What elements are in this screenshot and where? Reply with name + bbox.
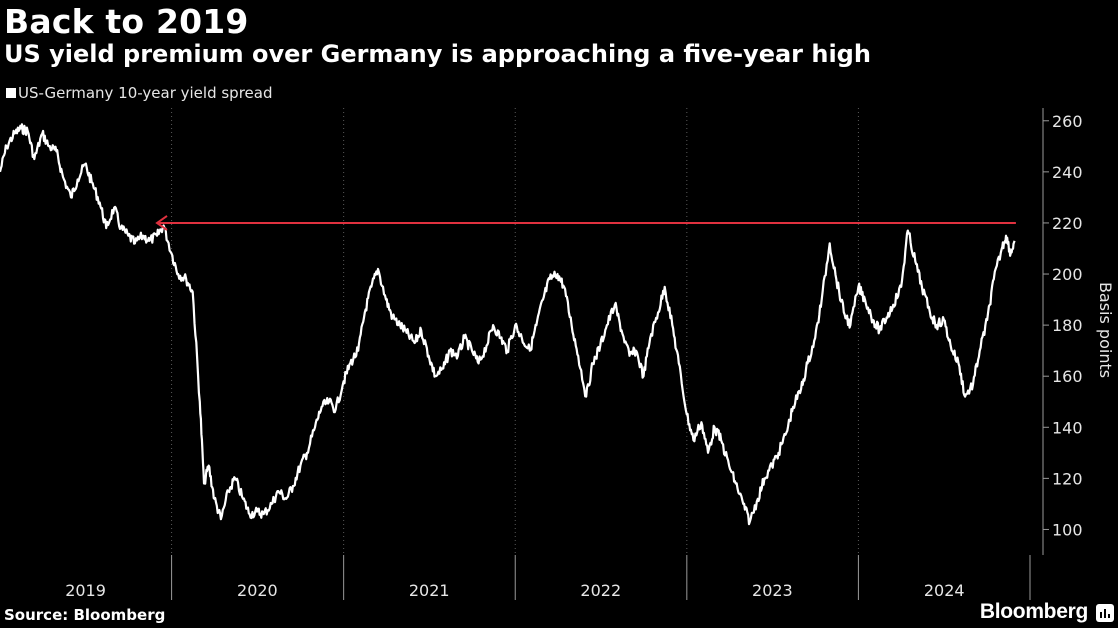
legend-label: US-Germany 10-year yield spread [18, 84, 273, 102]
y-tick-label: 200 [1052, 265, 1083, 284]
x-tick-label: 2021 [409, 581, 450, 600]
chart-title: Back to 2019 [4, 2, 249, 41]
x-tick-label: 2024 [924, 581, 965, 600]
y-tick-label: 220 [1052, 214, 1083, 233]
series [0, 123, 1016, 526]
grid [171, 108, 859, 555]
axes [171, 108, 1049, 600]
legend-swatch [6, 88, 16, 98]
bloomberg-icon [1096, 604, 1114, 622]
chart-subtitle: US yield premium over Germany is approac… [4, 40, 871, 68]
x-tick-label: 2023 [752, 581, 793, 600]
y-tick-label: 160 [1052, 367, 1083, 386]
brand-logo: Bloomberg [979, 600, 1088, 623]
annotation-arrowhead [155, 215, 168, 231]
y-tick-label: 260 [1052, 112, 1083, 131]
y-tick-label: 120 [1052, 469, 1083, 488]
labels: 2019 2020 2021 2022 2023 2024 100 120 140 160 180 2… [65, 112, 1115, 600]
y-axis-title: Basis points [1096, 282, 1115, 378]
y-tick-label: 100 [1052, 520, 1083, 539]
source-note: Source: Bloomberg [4, 606, 166, 624]
y-tick-label: 140 [1052, 418, 1083, 437]
y-tick-label: 180 [1052, 316, 1083, 335]
series-line [0, 123, 1016, 526]
y-tick-label: 240 [1052, 163, 1083, 182]
x-tick-label: 2022 [580, 581, 621, 600]
x-tick-label: 2019 [65, 581, 106, 600]
x-tick-label: 2020 [237, 581, 278, 600]
legend: US-Germany 10-year yield spread [6, 84, 273, 102]
annotations [155, 215, 1016, 231]
